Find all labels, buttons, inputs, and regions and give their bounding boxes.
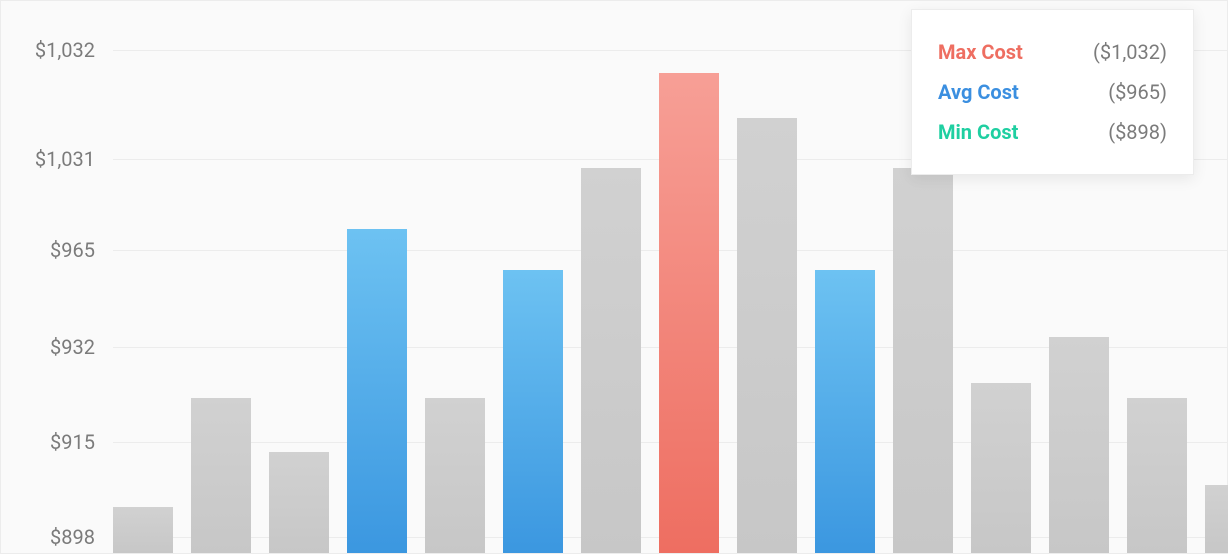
- bar-gray: [581, 168, 641, 553]
- bar-red: [659, 73, 719, 553]
- bar-gray: [425, 398, 485, 553]
- cost-legend-card: Max Cost ($1,032) Avg Cost ($965) Min Co…: [911, 9, 1194, 175]
- legend-avg-label: Avg Cost: [938, 80, 1019, 104]
- bar-gray: [269, 452, 329, 553]
- legend-min-value: ($898): [1108, 120, 1167, 144]
- bar-gray: [1127, 398, 1187, 553]
- bar-gray: [1049, 337, 1109, 553]
- y-axis-tick-label: $932: [1, 335, 113, 359]
- bar-blue: [815, 270, 875, 553]
- bar-gray: [971, 383, 1031, 553]
- bar-gray: [191, 398, 251, 553]
- legend-max-label: Max Cost: [938, 40, 1023, 64]
- y-axis-tick-label: $965: [1, 238, 113, 262]
- legend-row-min: Min Cost ($898): [938, 112, 1167, 152]
- legend-max-value: ($1,032): [1093, 40, 1167, 64]
- bar-gray: [893, 168, 953, 553]
- y-axis-tick-label: $1,032: [1, 38, 113, 62]
- legend-row-avg: Avg Cost ($965): [938, 72, 1167, 112]
- legend-avg-value: ($965): [1108, 80, 1167, 104]
- bar-gray: [113, 507, 173, 553]
- bar-gray: [737, 118, 797, 553]
- y-axis-tick-label: $915: [1, 430, 113, 454]
- legend-min-label: Min Cost: [938, 120, 1018, 144]
- cost-bar-chart: $1,032 $1,031 $965 $932 $915 $898 Max Cost ($…: [0, 0, 1228, 554]
- bar-blue: [347, 229, 407, 553]
- y-axis-tick-label: $898: [1, 525, 113, 549]
- legend-row-max: Max Cost ($1,032): [938, 32, 1167, 72]
- bar-gray: [1205, 485, 1228, 553]
- y-axis-tick-label: $1,031: [1, 147, 113, 171]
- bar-blue: [503, 270, 563, 553]
